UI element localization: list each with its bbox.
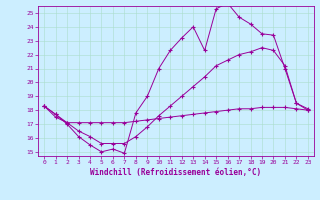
X-axis label: Windchill (Refroidissement éolien,°C): Windchill (Refroidissement éolien,°C) <box>91 168 261 177</box>
